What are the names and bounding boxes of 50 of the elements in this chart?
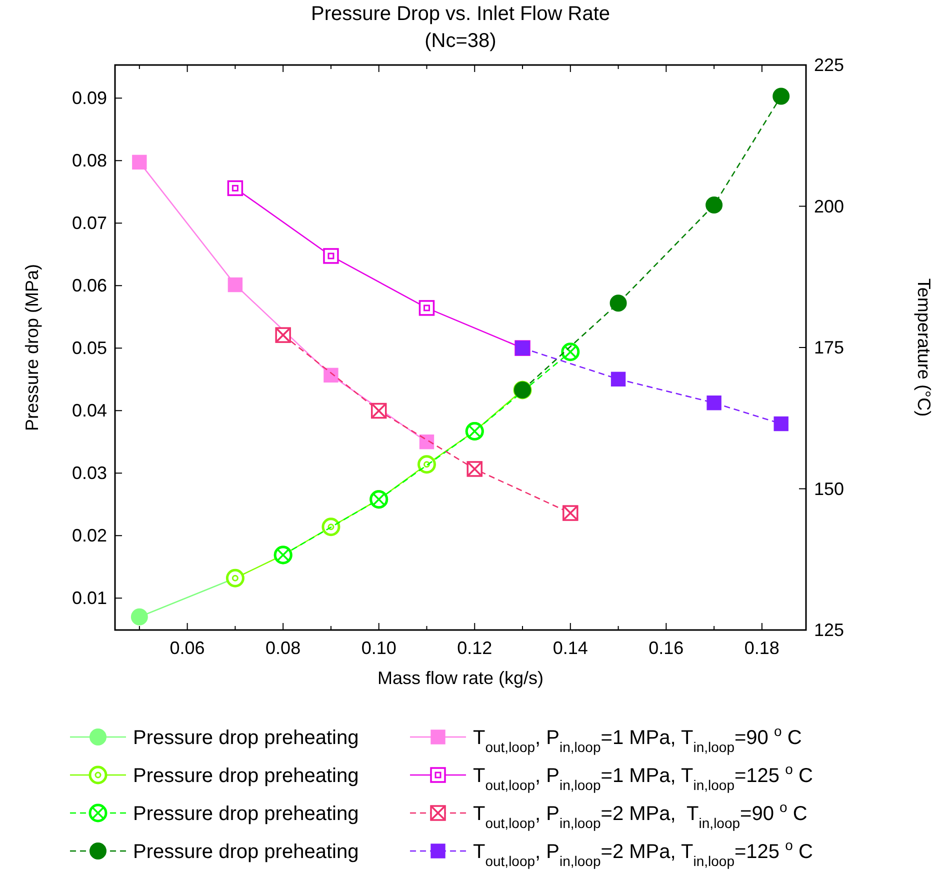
legend-label: Pressure drop preheating <box>133 765 359 787</box>
x-axis-title: Mass flow rate (kg/s) <box>377 668 544 688</box>
x-tick-label: 0.16 <box>648 638 684 658</box>
text: T$_{out,loop}$, P$_{in,loop}$=1 MPa, T$_{in,loop}$=125 $^{o}$ C <box>473 761 813 793</box>
point <box>774 416 788 432</box>
text: T$_{out,loop}$, P$_{in,loop}$=2 MPa, T$_{in,loop}$=125 $^{o}$ C <box>473 837 813 869</box>
point <box>772 88 790 105</box>
legend-label: Pressure drop preheating <box>133 841 359 863</box>
point <box>419 434 434 450</box>
point <box>706 196 723 214</box>
legend-label: Pressure drop preheating <box>133 727 359 749</box>
y2-tick-label: 175 <box>814 338 844 358</box>
y-tick-label: 0.01 <box>72 588 107 608</box>
text: T$_{out,loop}$, P$_{in,loop}$=2 MPa, T$_{in,loop}$=90 $^{o}$ C <box>473 799 808 831</box>
y2-tick-label: 125 <box>814 620 844 640</box>
point <box>706 396 722 410</box>
y-tick-label: 0.09 <box>72 88 107 108</box>
y-tick-label: 0.06 <box>72 276 107 296</box>
y-tick-label: 0.07 <box>72 213 107 234</box>
y-tick-label: 0.04 <box>72 400 107 421</box>
x-tick-label: 0.12 <box>457 638 492 658</box>
point <box>561 342 580 362</box>
point <box>417 455 436 474</box>
point <box>228 277 243 292</box>
text: T$_{out,loop}$, P$_{in,loop}$=1 MPa, T$_{in,loop}$=90 $^{o}$ C <box>473 723 802 755</box>
point <box>324 368 338 383</box>
point <box>132 154 147 170</box>
x-tick-label: 0.08 <box>266 638 301 658</box>
y-axis-title: Pressure drop (MPa) <box>22 264 42 432</box>
legend-label: Pressure drop preheating <box>133 803 359 825</box>
chart-subtitle: (Nc=38) <box>424 30 496 52</box>
y2-tick-label: 150 <box>814 478 844 499</box>
x-tick-label: 0.06 <box>170 638 205 658</box>
y2-tick-label: 225 <box>814 55 844 75</box>
point <box>227 180 244 196</box>
point <box>323 248 339 264</box>
y2-axis-title: Temperature (°C) <box>914 278 934 417</box>
point <box>418 300 435 316</box>
point <box>610 294 627 312</box>
y-tick-label: 0.05 <box>72 338 107 358</box>
x-tick-label: 0.10 <box>361 638 396 658</box>
y2-tick-label: 200 <box>814 196 844 216</box>
chart-title: Pressure Drop vs. Inlet Flow Rate <box>311 3 610 25</box>
y-tick-label: 0.03 <box>72 463 107 484</box>
y-tick-label: 0.02 <box>72 526 107 546</box>
point <box>610 372 626 386</box>
y-tick-label: 0.08 <box>72 150 107 171</box>
point <box>322 518 340 536</box>
x-tick-label: 0.14 <box>552 638 588 658</box>
x-tick-label: 0.18 <box>744 638 780 658</box>
